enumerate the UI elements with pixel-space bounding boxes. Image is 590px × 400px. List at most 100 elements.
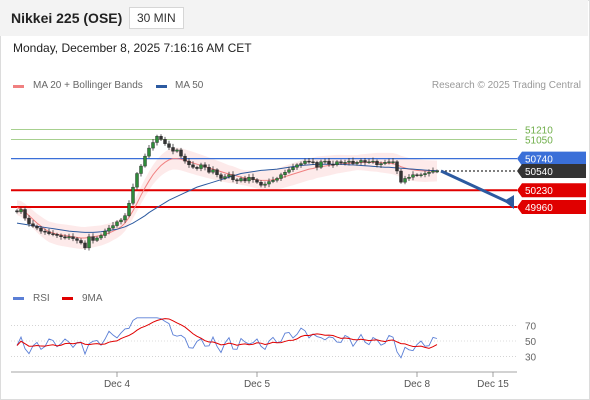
rsi-legend-swatch [13,297,24,300]
x-tick-label: Dec 4 [104,379,131,390]
candle [279,174,283,179]
candle [23,209,27,219]
candle [35,225,39,229]
candle [119,219,123,223]
candle [431,170,435,173]
level-badge-50540 [517,164,586,179]
candle [215,169,219,175]
rsi-tick-70: 70 [525,322,537,333]
candle [271,180,275,182]
candle [315,162,319,168]
rsi-line [16,317,438,359]
candle [111,225,115,229]
candle [131,186,135,204]
candle [159,136,163,140]
candle [411,174,415,178]
bollinger-band-area [17,147,437,250]
candle [307,160,311,163]
x-tick-label: Dec 8 [404,379,431,390]
candle [39,227,43,232]
candle [155,136,159,143]
candle [243,178,247,182]
level-label-51050: 51050 [525,135,553,146]
candle [267,181,271,185]
candle [283,172,287,175]
candle [287,169,291,173]
candle [71,236,75,239]
candle [143,155,147,167]
candle [355,162,359,164]
candle [115,221,119,226]
rsi-tick-30: 30 [525,352,537,363]
candle [259,181,263,186]
candle [87,236,91,249]
level-label-50740: 50740 [525,155,553,166]
candle [27,217,31,224]
candle [195,167,199,169]
candle [291,167,295,170]
candle [403,178,407,183]
candle [255,179,259,183]
candle [47,231,51,234]
level-label-51210: 51210 [525,125,553,136]
level-label-49960: 49960 [525,203,553,214]
candle [227,174,231,177]
candle [339,161,343,164]
candle [319,161,323,168]
candle [99,235,103,239]
candle [171,147,175,152]
candle [371,160,375,163]
candle [79,240,83,244]
candle [175,149,179,152]
level-label-50540: 50540 [525,167,553,178]
candle [95,237,99,241]
candle [391,161,395,163]
candle [363,160,367,163]
candle [415,174,419,176]
candle [427,172,431,174]
candle [207,167,211,173]
ma50-legend-label: MA 50 [175,80,204,91]
candle [191,164,195,168]
candle [199,164,203,169]
candle [251,177,255,180]
candle [367,161,371,163]
candle [83,242,87,249]
timestamp: Monday, December 8, 2025 7:16:16 AM CET [13,41,252,55]
candle [239,178,243,182]
candle [379,163,383,166]
candle [323,160,327,163]
candle [123,215,127,221]
candle [203,164,207,168]
candle [435,170,439,173]
instrument-title: Nikkei 225 (OSE) [11,10,123,26]
timeframe-button[interactable]: 30 MIN [129,7,184,29]
level-badge-49960 [517,199,586,214]
candle [335,161,339,166]
candle [139,165,143,174]
candle [331,163,335,166]
ma20-line [16,158,437,239]
candle [223,176,227,179]
candle [423,173,427,175]
candle [375,160,379,166]
candle [19,209,23,213]
projection-arrow [440,169,511,205]
candle [275,178,279,181]
candle [295,164,299,168]
candle [59,235,63,237]
candle [399,170,403,183]
ma50-legend-swatch [156,85,167,88]
candle [103,230,107,236]
rsi-ma-line [16,318,438,349]
x-tick-label: Dec 5 [244,379,271,390]
candle [383,162,387,164]
candle [147,147,151,157]
level-badge-50230 [517,183,586,198]
candle [183,155,187,162]
candle [211,169,215,173]
candle [395,161,399,172]
candle [263,183,267,186]
bollinger-legend-label: MA 20 + Bollinger Bands [33,80,143,91]
